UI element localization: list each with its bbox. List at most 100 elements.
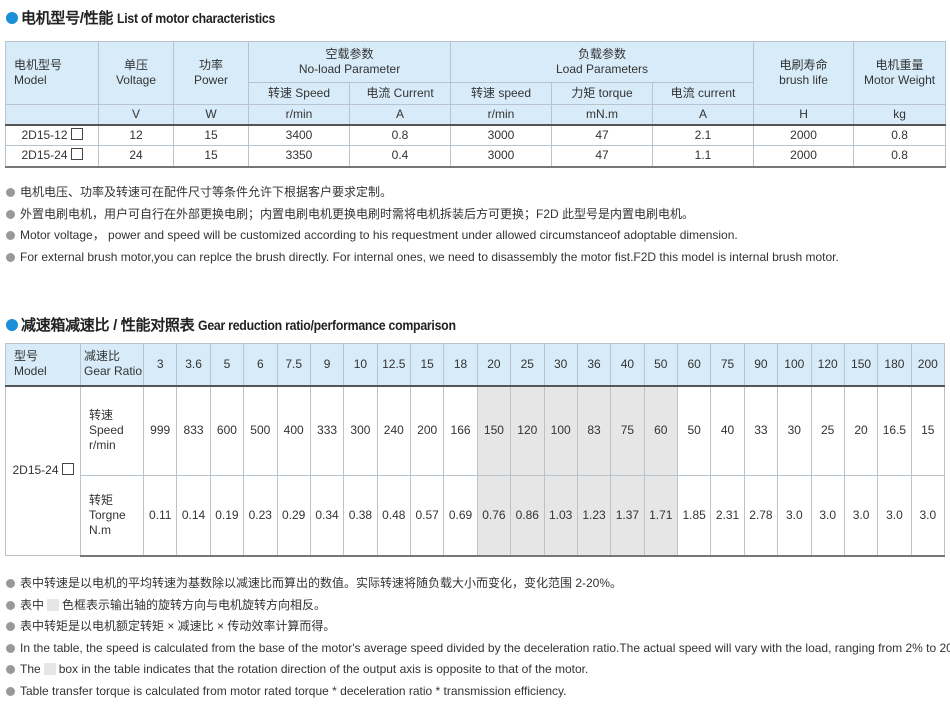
cell: 3350 [248,145,350,168]
speed-value: 50 [676,385,712,476]
ratio-header: 10 [343,343,378,387]
torque-value: 0.38 [343,475,378,557]
bullet-icon [6,643,15,653]
bullet-icon [6,11,18,24]
l-speed-header: 转速 speed [450,82,553,105]
bullet-icon [6,231,15,240]
unit-cell: H [753,104,855,125]
note-item: 外置电刷电机，用户可自行在外部更换电刷；内置电刷电机更换电刷时需将电机拆装后方可… [6,204,839,226]
torque-value: 3.0 [843,475,879,557]
gray-box-icon [47,598,60,611]
gear-ratio-header: 减速比 Gear Ratio [80,343,144,387]
speed-value: 40 [710,385,745,476]
torque-value: 0.29 [276,475,311,557]
ratio-header: 25 [510,343,545,387]
speed-value: 500 [243,385,278,476]
bullet-icon [6,209,15,219]
gray-box-icon [43,663,56,675]
cell: 3000 [450,145,553,168]
speed-value: 999 [142,385,178,476]
model-header: 电机型号 Model [5,41,99,105]
bullet-icon [6,622,15,631]
torque-value: 0.86 [510,475,545,557]
torque-value: 0.19 [209,475,245,557]
power-header: 功率 Power [173,41,249,105]
unit-cell: mN.m [551,104,654,125]
speed-value: 400 [276,385,311,476]
torque-value: 1.23 [576,475,612,557]
checkbox-square-icon [61,463,74,476]
note-item: 电机电压、功率及转速可在配件尺寸等条件允许下根据客户要求定制。 [6,182,839,204]
speed-value: 240 [376,385,412,476]
cell: 3000 [450,123,553,146]
noload-header: 空载参数 No-load Parameter [247,41,452,83]
speed-row: 2D15-24 转速 Speed r/min 999 833 600 500 400 333 300… [5,385,946,556]
nl-current-header: 电流 Current [348,82,452,105]
speed-value: 333 [309,385,345,476]
unit-cell: kg [853,104,947,125]
ratio-header: 200 [910,343,946,387]
unit-cell: A [652,104,755,125]
speed-value: 600 [209,385,245,476]
speed-value: 300 [343,385,378,476]
ratio-header: 20 [476,343,512,387]
header-row: 型号 Model 减速比 Gear Ratio 3 3.6 5 6 7.5 9 10 12.5 15 18… [5,343,946,387]
section2-title: 减速箱减速比 / 性能对照表 Gear reduction ratio/perfo… [6,314,491,335]
cell: 0.8 [853,123,947,146]
note-item: 表中 色框表示输出轴的旋转方向与电机旋转方向相反。 [6,595,950,617]
ratio-header: 3.6 [176,343,211,387]
torque-value: 2.78 [743,475,779,557]
ratio-header: 30 [543,343,578,387]
speed-value: 30 [777,385,812,476]
speed-value: 150 [476,385,512,476]
motor-characteristics-table: 电机型号 Model 单压 Voltage 功率 Power 空载参数 No-load … [5,41,947,168]
speed-value: 15 [910,385,946,476]
table-row: 2D15-12 12 15 3400 0.8 3000 47 2.1 2000 0.8 [5,123,947,146]
unit-cell: V [98,104,174,125]
torque-label: 转矩 Torgne N.m [80,475,144,557]
cell: 47 [551,145,654,168]
torque-value: 3.0 [810,475,845,557]
bullet-icon [6,318,18,331]
model-cell: 2D15-24 [5,385,81,556]
note-item: Table transfer torque is calculated from… [6,681,950,703]
ratio-header: 7.5 [276,343,311,387]
bullet-icon [6,579,15,588]
cell: 3400 [248,123,350,146]
speed-value: 100 [543,385,578,476]
brush-life-header: 电刷寿命 brush life [753,41,855,105]
weight-header: 电机重量 Motor Weight [853,41,947,105]
bullet-icon [6,600,15,610]
torque-value: 3.0 [910,475,946,557]
cell: 12 [98,123,174,146]
note-item: 表中转速是以电机的平均转速为基数除以减速比而算出的数值。实际转速将随负载大小而变… [6,573,950,595]
voltage-header: 单压 Voltage [98,41,174,105]
torque-value: 0.76 [476,475,512,557]
torque-value: 1.37 [610,475,645,557]
cell: 24 [98,145,174,168]
ratio-header: 180 [877,343,912,387]
section1-title: 电机型号/性能 List of motor characteristics [6,7,297,28]
ratio-header: 36 [576,343,612,387]
cell: 15 [173,145,249,168]
ratio-header: 15 [409,343,445,387]
torque-value: 0.48 [376,475,412,557]
bullet-icon [6,252,15,262]
speed-value: 833 [176,385,211,476]
table-row: 2D15-24 24 15 3350 0.4 3000 47 1.1 2000 0.8 [5,145,947,168]
cell: 2000 [753,145,855,168]
speed-label: 转速 Speed r/min [80,385,144,476]
torque-value: 1.71 [643,475,679,557]
note-item: 表中转矩是以电机额定转矩 × 减速比 × 传动效率计算而得。 [6,616,950,638]
load-header: 负载参数 Load Parameters [450,41,755,83]
ratio-header: 100 [777,343,812,387]
speed-value: 60 [643,385,679,476]
torque-value: 1.03 [543,475,578,557]
ratio-header: 18 [443,343,478,387]
cell: 15 [173,123,249,146]
torque-value: 0.57 [409,475,445,557]
cell: 47 [551,123,654,146]
nl-speed-header: 转速 Speed [248,82,350,105]
cell: 0.4 [348,145,452,168]
